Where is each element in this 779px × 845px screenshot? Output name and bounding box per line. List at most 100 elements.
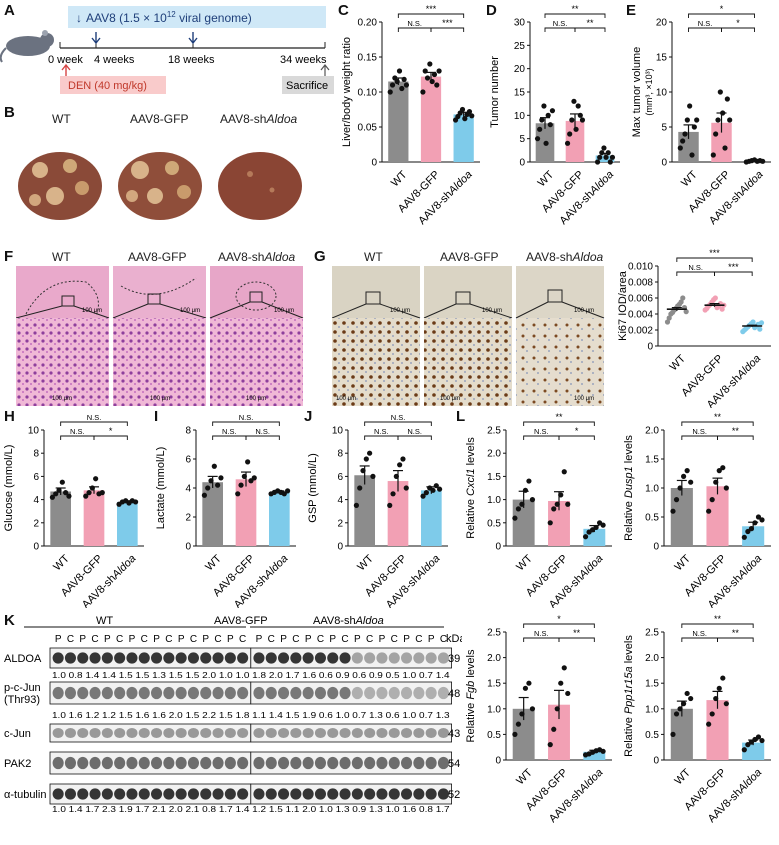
data-point (389, 82, 396, 88)
data-point (720, 465, 726, 471)
data-point (235, 491, 241, 497)
wb-band (425, 652, 437, 664)
data-point (83, 493, 89, 499)
data-point (600, 748, 606, 754)
data-point (549, 108, 556, 114)
wb-band (327, 788, 339, 800)
data-point (397, 462, 403, 468)
tick-label-4: 4 weeks (94, 54, 135, 66)
tick-label-18: 18 weeks (168, 54, 215, 66)
sig-bracket (93, 435, 128, 440)
data-point (710, 152, 716, 158)
y-tick-label: 0 (647, 342, 653, 353)
data-point (567, 131, 573, 137)
data-point (712, 295, 718, 301)
wb-strip-right (250, 681, 453, 705)
sig-label: N.S. (407, 427, 422, 436)
data-point (601, 145, 607, 151)
sig-label: N.S. (239, 413, 254, 422)
y-tick-label: 10 (514, 111, 526, 122)
data-point (201, 492, 207, 498)
y-tick-label: 8 (337, 449, 343, 460)
wb-band (351, 756, 363, 770)
y-tick-label: 20 (514, 64, 526, 75)
sig-bracket (544, 13, 606, 18)
wb-band (212, 788, 224, 800)
sig-label: *** (426, 4, 437, 14)
wb-lane-label: C (317, 634, 324, 645)
wb-band (413, 756, 425, 770)
y-axis-label: Relative Dusp1 levels (623, 435, 635, 541)
wb-band (364, 727, 376, 739)
data-point (664, 319, 671, 325)
wb-band (351, 788, 363, 800)
sig-bracket (558, 637, 595, 642)
wb-band (151, 686, 163, 700)
panel-letter-i: I (154, 408, 159, 425)
sig-label: *** (728, 262, 739, 272)
data-point (605, 150, 611, 156)
wb-lane-label: P (280, 634, 287, 645)
wb-band (224, 756, 236, 770)
y-tick-label: 2.5 (645, 628, 659, 639)
data-point (238, 482, 244, 488)
wb-lane-label: P (227, 634, 234, 645)
sig-bracket (676, 271, 715, 276)
data-point (205, 485, 211, 491)
wb-row-label: PAK2 (4, 758, 31, 770)
wb-band (265, 652, 277, 664)
data-point (526, 680, 532, 686)
data-point (561, 665, 567, 671)
sig-label: ** (732, 426, 740, 436)
data-point (706, 721, 712, 727)
chart-ppp1r15a: 0 0.5 1.0 1.5 2.0 2.5 Relative Ppp1r15a levels… (623, 614, 771, 825)
wb-band (126, 727, 138, 739)
y-tick-label: 2.5 (487, 628, 501, 639)
wb-band (200, 727, 212, 739)
sacrifice-box (282, 76, 334, 94)
data-point (716, 468, 722, 474)
wb-band (339, 727, 351, 739)
wb-band (114, 652, 126, 664)
data-point (706, 508, 712, 514)
data-point (522, 685, 529, 691)
sig-label: N.S. (692, 629, 707, 638)
panel-letter-h: H (4, 408, 15, 425)
y-tick-label: 1.0 (487, 704, 501, 715)
wb-band (376, 652, 388, 664)
data-point (218, 475, 224, 481)
data-point (545, 112, 551, 118)
ki67-scale-4: 100 μm (440, 396, 460, 402)
wb-band (401, 788, 413, 800)
y-tick-label: 15 (656, 53, 668, 64)
wb-band (314, 788, 326, 800)
sig-bracket (523, 637, 560, 642)
y-tick-label: 6 (337, 472, 343, 483)
wb-band (163, 756, 175, 770)
wb-band (437, 727, 449, 739)
y-tick-label: 0.5 (645, 513, 659, 524)
wb-band (278, 686, 290, 700)
wb-lane-label: P (202, 634, 209, 645)
y-tick-label: 0 (185, 542, 191, 553)
data-point (758, 320, 765, 326)
x-tick-label: WT (51, 553, 72, 574)
wb-band (278, 788, 290, 800)
data-point (59, 479, 65, 485)
sig-label: * (557, 614, 561, 624)
wb-strip-right (250, 647, 453, 669)
tick-label-0: 0 week (48, 54, 83, 66)
sig-label: N.S. (87, 413, 102, 422)
y-tick-label: 1.0 (645, 484, 659, 495)
y-tick-label: 0.006 (628, 294, 653, 305)
data-point (564, 140, 571, 146)
wb-band (327, 652, 339, 664)
y-axis-unit: (mm³, ×10³) (644, 68, 654, 115)
wb-band (253, 686, 265, 700)
sig-bracket (714, 271, 753, 276)
wb-kda: 39 (448, 653, 460, 665)
y-tick-label: 6 (185, 455, 191, 466)
data-point (607, 159, 613, 165)
wb-band (175, 686, 187, 700)
